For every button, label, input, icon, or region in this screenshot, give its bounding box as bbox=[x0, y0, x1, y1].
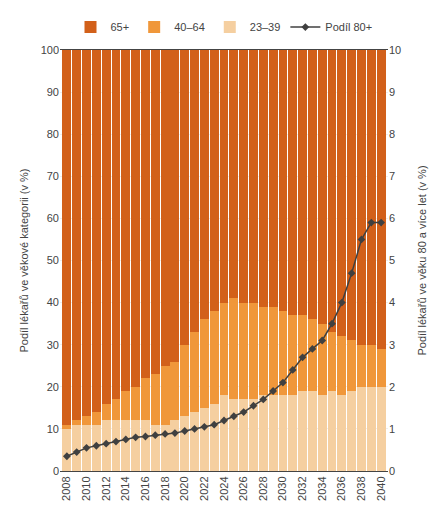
svg-text:2008: 2008 bbox=[60, 476, 72, 500]
svg-text:2014: 2014 bbox=[119, 476, 131, 500]
svg-text:70: 70 bbox=[47, 170, 59, 182]
svg-text:Podíl lékařů ve věkové kategor: Podíl lékařů ve věkové kategorii (v %) bbox=[18, 168, 30, 352]
svg-text:0: 0 bbox=[389, 465, 395, 477]
svg-text:6: 6 bbox=[389, 212, 395, 224]
svg-text:2018: 2018 bbox=[159, 476, 171, 500]
svg-text:60: 60 bbox=[47, 212, 59, 224]
svg-text:50: 50 bbox=[47, 254, 59, 266]
svg-text:2020: 2020 bbox=[178, 476, 190, 500]
svg-text:2028: 2028 bbox=[257, 476, 269, 500]
svg-text:2010: 2010 bbox=[80, 476, 92, 500]
svg-text:2022: 2022 bbox=[198, 476, 210, 500]
svg-text:2016: 2016 bbox=[139, 476, 151, 500]
svg-text:2: 2 bbox=[389, 381, 395, 393]
svg-text:2026: 2026 bbox=[237, 476, 249, 500]
svg-text:23–39: 23–39 bbox=[250, 21, 281, 33]
svg-text:90: 90 bbox=[47, 86, 59, 98]
svg-text:2038: 2038 bbox=[355, 476, 367, 500]
svg-text:2034: 2034 bbox=[316, 476, 328, 500]
svg-text:7: 7 bbox=[389, 170, 395, 182]
svg-text:10: 10 bbox=[389, 44, 401, 56]
svg-text:8: 8 bbox=[389, 128, 395, 140]
svg-text:2032: 2032 bbox=[296, 476, 308, 500]
svg-text:Podíl lékařů ve věku 80 a více: Podíl lékařů ve věku 80 a více let (v %) bbox=[416, 165, 428, 355]
svg-text:5: 5 bbox=[389, 254, 395, 266]
svg-text:2030: 2030 bbox=[276, 476, 288, 500]
svg-text:80: 80 bbox=[47, 128, 59, 140]
svg-text:2036: 2036 bbox=[335, 476, 347, 500]
svg-text:Podíl 80+: Podíl 80+ bbox=[325, 21, 372, 33]
svg-text:9: 9 bbox=[389, 86, 395, 98]
svg-text:20: 20 bbox=[47, 381, 59, 393]
svg-text:30: 30 bbox=[47, 339, 59, 351]
svg-text:2040: 2040 bbox=[375, 476, 387, 500]
svg-text:1: 1 bbox=[389, 423, 395, 435]
svg-text:65+: 65+ bbox=[111, 21, 130, 33]
svg-text:10: 10 bbox=[47, 423, 59, 435]
svg-text:3: 3 bbox=[389, 339, 395, 351]
svg-text:0: 0 bbox=[53, 465, 59, 477]
svg-text:40–64: 40–64 bbox=[174, 21, 205, 33]
svg-text:100: 100 bbox=[41, 44, 59, 56]
svg-text:4: 4 bbox=[389, 296, 395, 308]
svg-text:40: 40 bbox=[47, 296, 59, 308]
svg-text:2012: 2012 bbox=[100, 476, 112, 500]
svg-text:2024: 2024 bbox=[218, 476, 230, 500]
